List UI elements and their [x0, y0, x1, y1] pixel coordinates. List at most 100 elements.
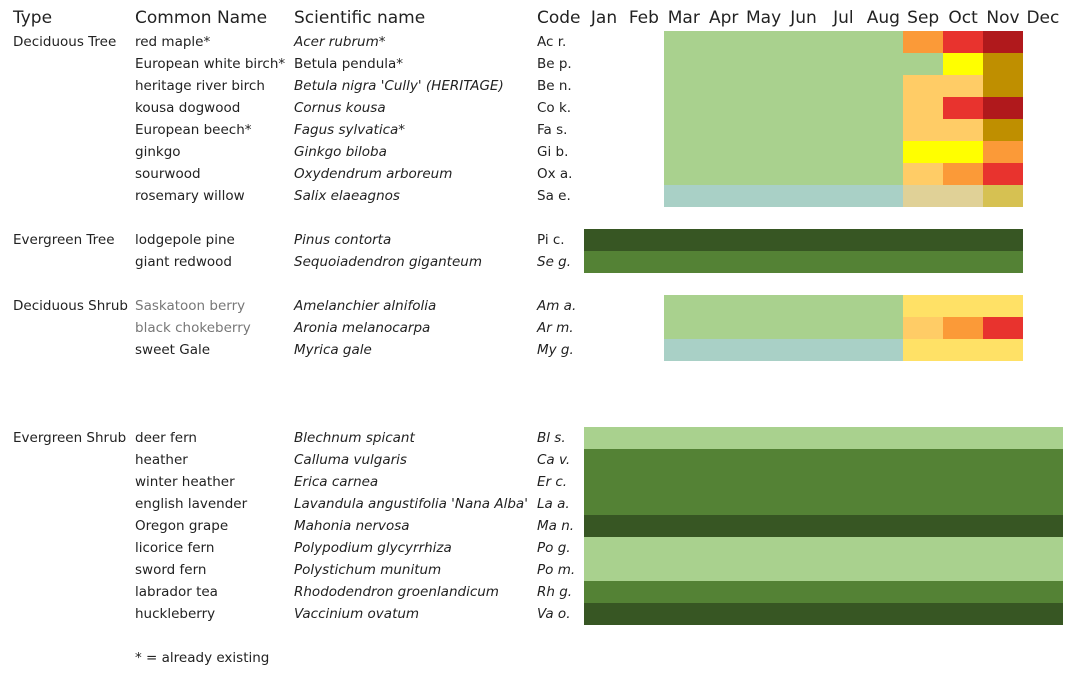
month-cell — [704, 141, 744, 163]
month-cell — [744, 251, 784, 273]
month-cell — [584, 515, 624, 537]
code: Se g. — [537, 254, 572, 270]
scientific-name: Mahonia nervosa — [294, 518, 410, 534]
month-cell — [784, 339, 823, 361]
month-cell — [664, 537, 704, 559]
month-cell — [784, 427, 823, 449]
month-cell — [1023, 493, 1063, 515]
code: Fa s. — [537, 122, 568, 138]
month-cell — [1023, 559, 1063, 581]
month-cell — [823, 295, 863, 317]
scientific-name: Acer rubrum* — [294, 34, 386, 50]
month-cell — [704, 53, 744, 75]
month-cell — [943, 559, 983, 581]
month-cell — [584, 229, 624, 251]
scientific-name: Amelanchier alnifolia — [294, 298, 437, 314]
scientific-name: Blechnum spicant — [294, 430, 415, 446]
month-cell — [983, 493, 1023, 515]
month-cell — [704, 493, 744, 515]
month-cell — [784, 97, 823, 119]
month-cell — [943, 141, 983, 163]
month-cell — [903, 185, 943, 207]
scientific-name: Calluma vulgaris — [294, 452, 407, 468]
header-month: Jan — [590, 8, 618, 28]
month-cell — [863, 163, 903, 185]
month-cell — [624, 427, 664, 449]
month-cell — [903, 119, 943, 141]
header-month: Jul — [833, 8, 854, 28]
month-cell — [744, 581, 784, 603]
month-cell — [1023, 581, 1063, 603]
month-cell — [624, 515, 664, 537]
common-name: Saskatoon berry — [135, 298, 246, 314]
month-cell — [863, 119, 903, 141]
month-cell — [863, 515, 903, 537]
month-cell — [823, 603, 863, 625]
month-cell — [744, 339, 784, 361]
month-cell — [903, 97, 943, 119]
month-cell — [943, 449, 983, 471]
month-cell — [903, 295, 943, 317]
month-cell — [983, 185, 1023, 207]
month-cell — [704, 537, 744, 559]
type: Evergreen Tree — [13, 232, 115, 248]
common-name: sword fern — [135, 562, 207, 578]
month-cell — [624, 251, 664, 273]
month-cell — [744, 559, 784, 581]
code: Va o. — [537, 606, 571, 622]
month-cell — [863, 493, 903, 515]
code: Ox a. — [537, 166, 573, 182]
month-cell — [863, 97, 903, 119]
code: Rh g. — [537, 584, 573, 600]
month-cell — [903, 471, 943, 493]
code: Ar m. — [537, 320, 574, 336]
month-cell — [704, 515, 744, 537]
scientific-name: Cornus kousa — [294, 100, 386, 116]
month-cell — [704, 581, 744, 603]
common-name: European white birch* — [135, 56, 286, 72]
month-cell — [983, 119, 1023, 141]
header-type: Type — [13, 8, 53, 28]
common-name: licorice fern — [135, 540, 215, 556]
month-cell — [784, 493, 823, 515]
code: Po g. — [537, 540, 571, 556]
code: Er c. — [537, 474, 568, 490]
footnote: * = already existing — [135, 650, 270, 666]
month-cell — [744, 185, 784, 207]
code: My g. — [537, 342, 574, 358]
month-cell — [664, 31, 704, 53]
month-cell — [784, 603, 823, 625]
month-cell — [744, 317, 784, 339]
header-code: Code — [537, 8, 581, 28]
month-cell — [664, 251, 704, 273]
month-cell — [863, 141, 903, 163]
month-cell — [943, 339, 983, 361]
month-cell — [983, 295, 1023, 317]
header-month: Mar — [667, 8, 700, 28]
month-cell — [823, 427, 863, 449]
month-cell — [863, 31, 903, 53]
month-cell — [704, 603, 744, 625]
month-cell — [983, 251, 1023, 273]
month-cell — [943, 229, 983, 251]
month-cell — [983, 317, 1023, 339]
month-cell — [903, 251, 943, 273]
month-cell — [784, 185, 823, 207]
header-month: Nov — [986, 8, 1020, 28]
month-cell — [704, 163, 744, 185]
month-cell — [744, 119, 784, 141]
month-cell — [823, 75, 863, 97]
header-month: Sep — [907, 8, 940, 28]
common-name: heather — [135, 452, 188, 468]
scientific-name: Vaccinium ovatum — [294, 606, 420, 622]
scientific-name: Betula pendula* — [294, 56, 404, 72]
month-cell — [784, 581, 823, 603]
month-cell — [784, 559, 823, 581]
month-cell — [823, 251, 863, 273]
month-cell — [744, 31, 784, 53]
month-cell — [903, 581, 943, 603]
month-cell — [624, 229, 664, 251]
scientific-name: Aronia melanocarpa — [294, 320, 431, 336]
month-cell — [664, 229, 704, 251]
